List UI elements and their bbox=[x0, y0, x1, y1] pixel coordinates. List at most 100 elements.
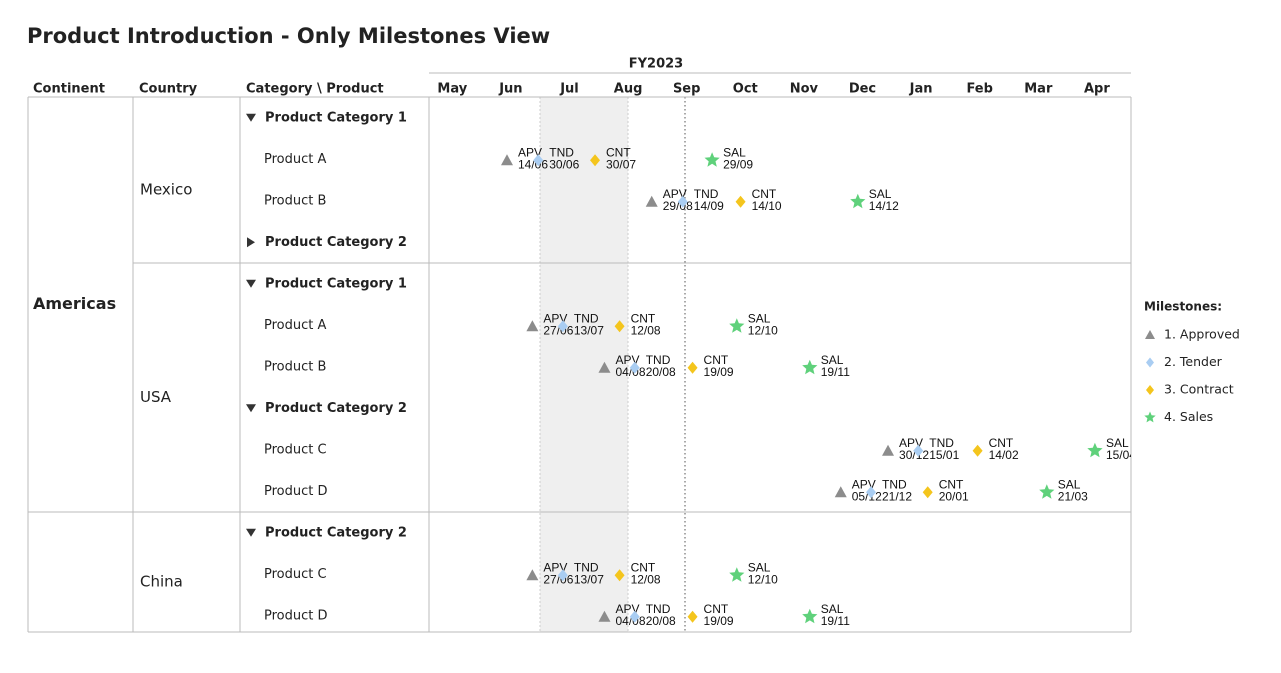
legend-label: 2. Tender bbox=[1164, 354, 1223, 369]
milestone-marker bbox=[526, 320, 539, 332]
month-label: Aug bbox=[614, 82, 643, 97]
legend-label: 1. Approved bbox=[1164, 327, 1240, 342]
expand-icon bbox=[246, 404, 256, 413]
milestone-date: 19/09 bbox=[704, 614, 734, 628]
milestone-marker bbox=[866, 486, 877, 499]
milestone-date: 14/12 bbox=[869, 199, 899, 213]
timeline: APV14/06TND30/06CNT30/07SAL29/09APV29/08… bbox=[500, 145, 1131, 628]
milestone-marker bbox=[972, 444, 983, 457]
milestone-marker bbox=[882, 444, 895, 456]
month-label: Sep bbox=[673, 82, 701, 97]
milestone-marker bbox=[687, 361, 698, 374]
category-label: Product Category 2 bbox=[265, 401, 407, 416]
milestone-code: SAL bbox=[821, 353, 844, 367]
milestone-marker bbox=[729, 318, 745, 333]
legend-marker bbox=[1145, 330, 1155, 339]
milestone-marker bbox=[1039, 484, 1055, 499]
milestone-code: SAL bbox=[748, 311, 771, 325]
milestone-code: SAL bbox=[1058, 477, 1081, 491]
milestone-date: 19/11 bbox=[821, 365, 850, 379]
product-label: Product B bbox=[264, 193, 326, 208]
legend-marker bbox=[1146, 357, 1154, 368]
milestone-marker bbox=[526, 569, 539, 581]
category-label: Product Category 2 bbox=[265, 525, 407, 540]
milestone-code: SAL bbox=[821, 602, 844, 616]
milestone-code: TND bbox=[574, 560, 599, 574]
milestone-code: CNT bbox=[606, 145, 631, 159]
milestone-date: 19/09 bbox=[704, 365, 734, 379]
milestone-marker bbox=[557, 569, 568, 582]
expand-icon bbox=[246, 279, 256, 288]
milestone-code: CNT bbox=[704, 602, 729, 616]
month-label: Feb bbox=[966, 82, 992, 97]
month-label: Nov bbox=[790, 82, 819, 97]
milestone-date: 20/01 bbox=[939, 489, 969, 503]
milestone-marker bbox=[1087, 442, 1103, 458]
milestone-date: 30/06 bbox=[549, 157, 579, 171]
milestone-code: CNT bbox=[704, 353, 729, 367]
milestone-code: APV bbox=[663, 187, 687, 201]
fiscal-year: FY2023 bbox=[629, 57, 683, 72]
month-label: Mar bbox=[1024, 82, 1053, 97]
milestone-date: 21/03 bbox=[1058, 489, 1088, 503]
milestone-marker bbox=[913, 444, 924, 457]
milestone-code: TND bbox=[882, 477, 907, 491]
milestone-marker bbox=[677, 195, 688, 208]
milestone-marker bbox=[735, 195, 746, 208]
milestone-marker bbox=[557, 320, 568, 333]
period-shade bbox=[540, 97, 628, 632]
milestone-code: SAL bbox=[1106, 436, 1129, 450]
page-title: Product Introduction - Only Milestones V… bbox=[27, 24, 550, 48]
month-label: Jun bbox=[498, 82, 522, 97]
milestone-marker bbox=[598, 361, 611, 373]
continent-label: Americas bbox=[33, 294, 116, 313]
legend-marker bbox=[1146, 385, 1154, 395]
milestone-marker bbox=[629, 610, 640, 623]
country-label: China bbox=[140, 573, 183, 591]
milestone-date: 21/12 bbox=[882, 489, 912, 503]
product-label: Product B bbox=[264, 359, 326, 374]
milestone-code: TND bbox=[646, 353, 671, 367]
legend-marker bbox=[1144, 411, 1156, 423]
expand-icon bbox=[246, 113, 256, 122]
product-label: Product A bbox=[264, 318, 326, 333]
milestone-code: TND bbox=[694, 187, 719, 201]
month-label: Apr bbox=[1084, 82, 1110, 97]
milestone-marker bbox=[802, 359, 818, 375]
milestone-code: SAL bbox=[748, 560, 771, 574]
milestone-marker bbox=[802, 608, 818, 624]
milestone-code: TND bbox=[574, 311, 599, 325]
milestone-code: CNT bbox=[752, 187, 777, 201]
milestone-date: 30/07 bbox=[606, 157, 636, 171]
milestone-marker bbox=[590, 154, 601, 167]
country-label: Mexico bbox=[140, 181, 192, 199]
milestone-date: 13/07 bbox=[574, 572, 604, 586]
milestone-marker bbox=[645, 195, 658, 207]
milestone-marker bbox=[729, 567, 745, 582]
month-label: May bbox=[437, 82, 467, 97]
milestone-code: CNT bbox=[939, 477, 964, 491]
legend-label: 3. Contract bbox=[1164, 382, 1234, 397]
column-header: Continent bbox=[33, 82, 105, 97]
milestone-marker bbox=[687, 610, 698, 623]
milestone-date: 12/08 bbox=[631, 572, 661, 586]
country-label: USA bbox=[140, 388, 172, 406]
milestone-date: 14/02 bbox=[989, 448, 1019, 462]
milestone-marker bbox=[704, 152, 720, 167]
product-label: Product C bbox=[264, 567, 327, 582]
milestone-code: TND bbox=[549, 145, 574, 159]
milestone-date: 15/01 bbox=[929, 448, 959, 462]
milestone-date: 20/08 bbox=[646, 365, 676, 379]
product-label: Product D bbox=[264, 608, 328, 623]
milestone-date: 14/10 bbox=[752, 199, 782, 213]
month-label: Dec bbox=[849, 82, 876, 97]
legend-title: Milestones: bbox=[1144, 300, 1222, 314]
milestone-date: 29/09 bbox=[723, 157, 753, 171]
milestone-marker bbox=[598, 610, 611, 622]
milestone-marker bbox=[533, 154, 544, 167]
month-label: Jul bbox=[559, 82, 579, 97]
column-header: Category \ Product bbox=[246, 82, 384, 97]
milestone-date: 29/08 bbox=[663, 199, 693, 213]
milestone-code: APV bbox=[518, 145, 542, 159]
column-header: Country bbox=[139, 82, 198, 97]
